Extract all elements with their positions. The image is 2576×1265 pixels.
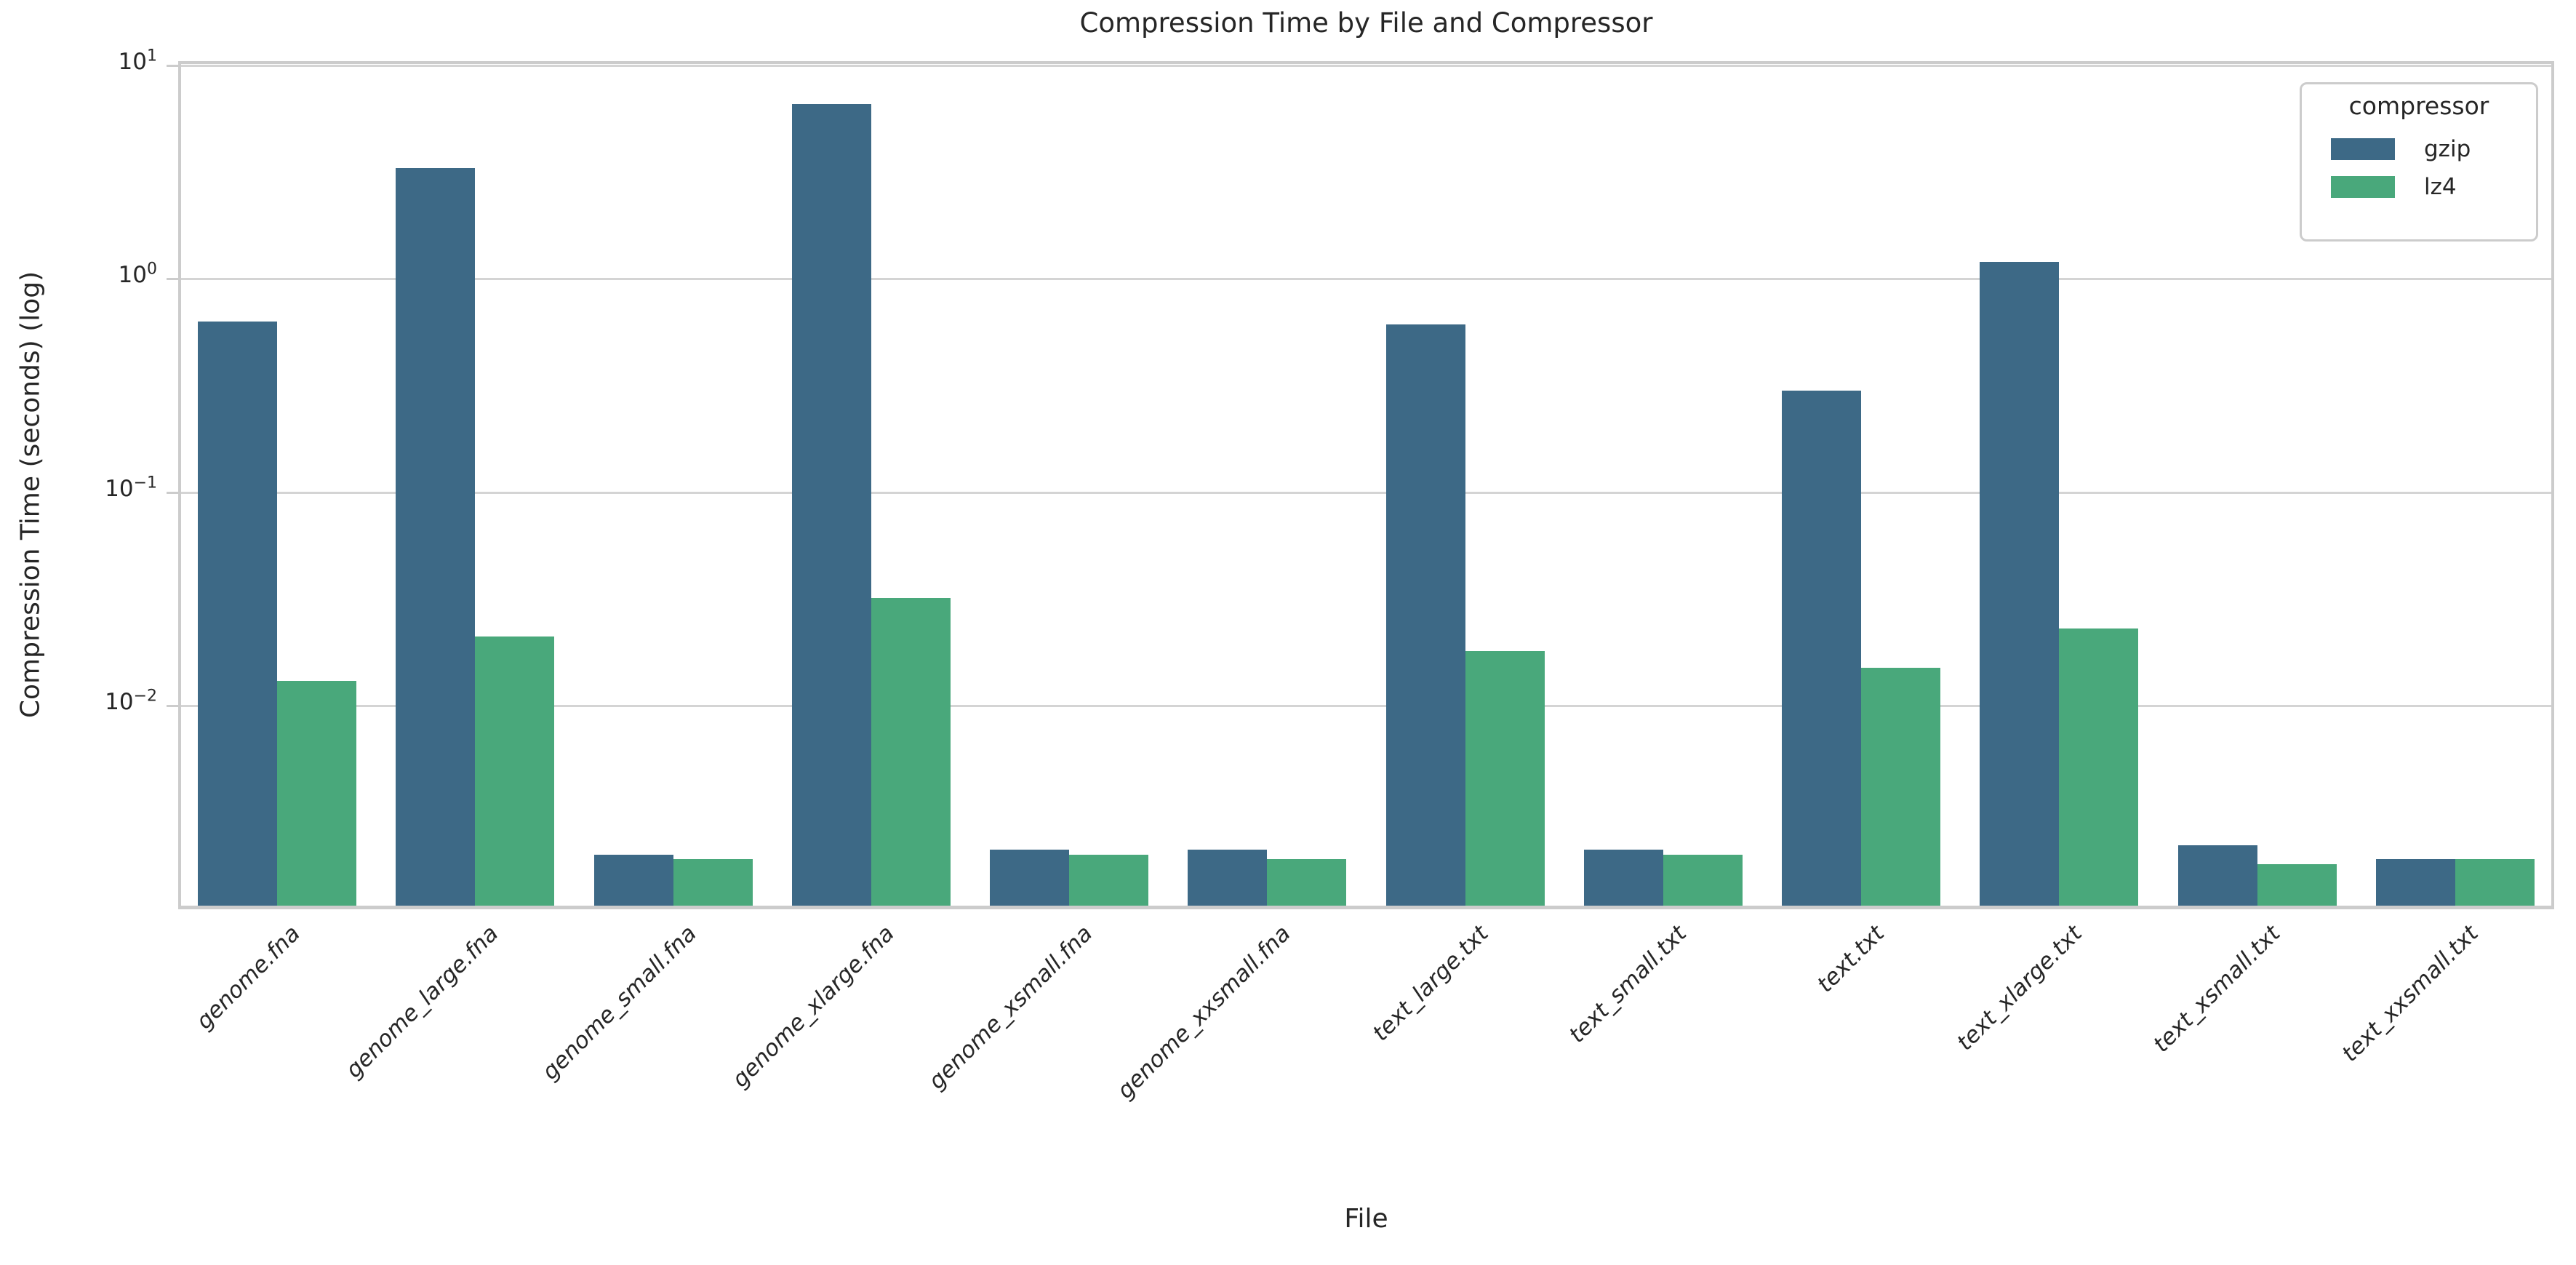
y-tick-label: 101 bbox=[118, 47, 157, 76]
bar-gzip-text_xlarge.txt bbox=[1980, 262, 2060, 906]
x-tick-label-text_large.txt: text_large.txt bbox=[1367, 920, 1494, 1047]
bar-lz4-text.txt bbox=[1861, 668, 1941, 906]
gridline-10e-1 bbox=[178, 491, 2554, 494]
y-tick-label: 10−1 bbox=[105, 474, 157, 502]
x-axis-label: File bbox=[1344, 1204, 1388, 1234]
bar-gzip-text_small.txt bbox=[1583, 850, 1663, 906]
bar-gzip-genome_small.fna bbox=[593, 854, 673, 906]
gridline-10e-2 bbox=[178, 704, 2554, 707]
right-spine bbox=[2551, 61, 2554, 909]
bar-lz4-text_xsmall.txt bbox=[2257, 863, 2337, 906]
bar-lz4-text_xxsmall.txt bbox=[2455, 859, 2535, 906]
legend-label-gzip: gzip bbox=[2424, 136, 2471, 162]
bar-lz4-text_small.txt bbox=[1663, 854, 1743, 906]
y-tick-label: 10−2 bbox=[105, 687, 157, 715]
x-tick-label-genome.fna: genome.fna bbox=[191, 920, 305, 1035]
legend-entry-gzip: gzip bbox=[2331, 136, 2523, 162]
bar-lz4-genome_small.fna bbox=[673, 859, 753, 906]
bar-gzip-genome_xxsmall.fna bbox=[1188, 850, 1268, 906]
bar-lz4-genome_xlarge.fna bbox=[871, 597, 951, 906]
bar-gzip-genome_xlarge.fna bbox=[791, 104, 871, 906]
x-tick-label-text_small.txt: text_small.txt bbox=[1564, 920, 1692, 1048]
bar-gzip-text_xsmall.txt bbox=[2177, 845, 2257, 906]
y-tick-mark bbox=[167, 491, 178, 494]
x-tick-label-genome_xxsmall.fna: genome_xxsmall.fna bbox=[1111, 920, 1296, 1104]
legend-label-lz4: lz4 bbox=[2424, 174, 2457, 200]
legend-swatch-gzip bbox=[2331, 138, 2395, 160]
x-tick-label-text_xxsmall.txt: text_xxsmall.txt bbox=[2337, 920, 2484, 1067]
x-tick-label-genome_xsmall.fna: genome_xsmall.fna bbox=[923, 920, 1097, 1095]
bar-gzip-genome.fna bbox=[198, 322, 278, 906]
bar-gzip-text_xxsmall.txt bbox=[2375, 859, 2455, 906]
bar-lz4-text_xlarge.txt bbox=[2059, 628, 2139, 906]
legend-swatch-lz4 bbox=[2331, 176, 2395, 198]
bar-gzip-text_large.txt bbox=[1385, 324, 1465, 906]
x-tick-label-text_xlarge.txt: text_xlarge.txt bbox=[1952, 920, 2088, 1056]
y-tick-mark bbox=[167, 65, 178, 68]
legend-entry-lz4: lz4 bbox=[2331, 174, 2523, 200]
left-spine bbox=[178, 61, 181, 909]
x-tick-label-text.txt: text.txt bbox=[1812, 920, 1889, 998]
x-tick-label-text_xsmall.txt: text_xsmall.txt bbox=[2148, 920, 2286, 1058]
bar-lz4-genome_large.fna bbox=[475, 637, 555, 906]
legend: compressor gzip lz4 bbox=[2300, 82, 2538, 242]
bar-gzip-genome_large.fna bbox=[396, 168, 476, 906]
bar-gzip-text.txt bbox=[1782, 390, 1862, 906]
bar-lz4-genome_xsmall.fna bbox=[1069, 854, 1149, 906]
bottom-spine bbox=[178, 906, 2554, 909]
plot-area bbox=[178, 61, 2554, 909]
y-tick-mark bbox=[167, 704, 178, 707]
legend-title: compressor bbox=[2348, 92, 2489, 120]
bar-gzip-genome_xsmall.fna bbox=[990, 850, 1070, 906]
top-spine bbox=[178, 61, 2554, 64]
bar-lz4-genome.fna bbox=[277, 681, 357, 906]
y-tick-label: 100 bbox=[118, 260, 157, 289]
x-tick-label-genome_small.fna: genome_small.fna bbox=[537, 920, 702, 1085]
bar-lz4-genome_xxsmall.fna bbox=[1267, 859, 1347, 906]
x-tick-label-genome_xlarge.fna: genome_xlarge.fna bbox=[727, 920, 900, 1093]
bar-lz4-text_large.txt bbox=[1465, 650, 1545, 906]
y-tick-mark bbox=[167, 278, 178, 281]
gridline-10e1 bbox=[178, 65, 2554, 68]
chart-title: Compression Time by File and Compressor bbox=[1079, 7, 1653, 39]
x-tick-label-genome_large.fna: genome_large.fna bbox=[340, 920, 504, 1084]
gridline-10e0 bbox=[178, 278, 2554, 281]
